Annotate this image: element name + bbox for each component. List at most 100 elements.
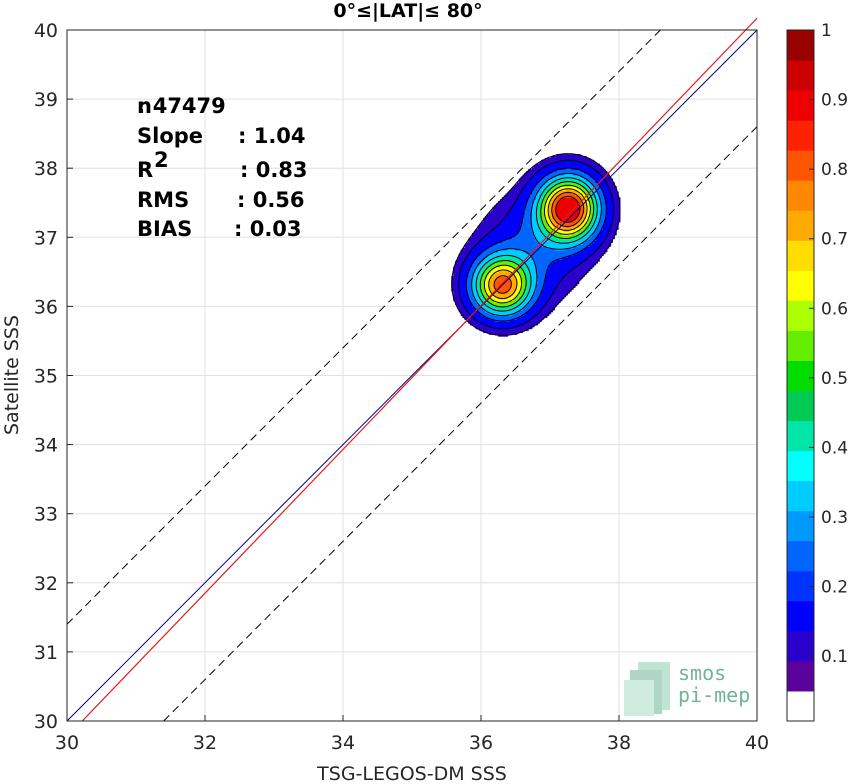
density-cell bbox=[466, 315, 469, 318]
density-cell bbox=[548, 231, 552, 234]
density-cell bbox=[503, 257, 507, 260]
density-cell bbox=[513, 186, 516, 189]
density-cell bbox=[554, 251, 557, 255]
density-cell bbox=[529, 246, 533, 249]
density-cell bbox=[567, 234, 570, 238]
density-cell bbox=[563, 261, 567, 264]
density-cell bbox=[610, 231, 613, 234]
density-cell bbox=[524, 289, 527, 292]
density-cell bbox=[501, 294, 505, 298]
density-cell bbox=[561, 195, 565, 198]
density-cell bbox=[515, 187, 518, 191]
density-cell bbox=[518, 270, 522, 273]
density-cell bbox=[608, 195, 612, 198]
density-cell bbox=[500, 221, 503, 225]
density-cell bbox=[604, 225, 608, 228]
density-cell bbox=[485, 326, 488, 330]
density-cell bbox=[584, 244, 587, 247]
density-cell bbox=[529, 197, 533, 200]
density-cell bbox=[501, 285, 505, 288]
density-cell bbox=[479, 300, 482, 303]
density-cell bbox=[509, 324, 512, 328]
density-cell bbox=[539, 270, 542, 273]
density-cell bbox=[520, 311, 524, 315]
density-cell bbox=[614, 227, 617, 230]
density-cell bbox=[541, 255, 544, 258]
density-cell bbox=[563, 204, 567, 208]
density-cell bbox=[501, 223, 505, 227]
density-cell bbox=[524, 242, 527, 245]
density-cell bbox=[589, 216, 593, 219]
density-cell bbox=[505, 193, 509, 197]
density-cell bbox=[509, 244, 512, 247]
density-cell bbox=[460, 304, 464, 307]
density-cell bbox=[485, 229, 488, 232]
density-cell bbox=[544, 242, 548, 245]
density-cell bbox=[591, 197, 595, 200]
density-cell bbox=[569, 217, 572, 221]
density-cell bbox=[539, 193, 542, 197]
density-cell bbox=[524, 191, 527, 195]
density-cell bbox=[500, 281, 503, 285]
density-cell bbox=[509, 257, 512, 260]
density-cell bbox=[543, 262, 546, 266]
density-cell bbox=[475, 238, 479, 242]
density-cell bbox=[494, 306, 497, 309]
density-cell bbox=[456, 268, 460, 272]
density-cell bbox=[548, 298, 552, 302]
density-cell bbox=[535, 236, 539, 240]
density-cell bbox=[492, 212, 496, 215]
density-cell bbox=[496, 268, 499, 272]
density-cell bbox=[522, 309, 525, 313]
density-cell bbox=[496, 307, 499, 311]
density-cell bbox=[477, 244, 481, 247]
density-cell bbox=[597, 227, 600, 230]
density-cell bbox=[571, 277, 574, 281]
density-cell bbox=[554, 189, 557, 193]
density-cell bbox=[565, 191, 569, 195]
density-cell bbox=[552, 219, 555, 223]
density-cell bbox=[543, 227, 546, 230]
density-cell bbox=[539, 236, 542, 240]
density-cell bbox=[494, 223, 497, 227]
density-cell bbox=[591, 232, 595, 236]
density-cell bbox=[554, 272, 557, 275]
density-cell bbox=[498, 223, 501, 227]
density-cell bbox=[528, 287, 531, 290]
density-cell bbox=[569, 276, 572, 279]
density-cell bbox=[483, 240, 486, 243]
density-cell bbox=[462, 279, 466, 283]
density-cell bbox=[526, 266, 529, 270]
density-cell bbox=[559, 270, 563, 273]
density-cell bbox=[524, 291, 527, 294]
density-cell bbox=[561, 240, 565, 243]
density-cell bbox=[558, 234, 561, 238]
density-cell bbox=[606, 197, 610, 200]
density-cell bbox=[569, 186, 572, 189]
density-cell bbox=[539, 255, 542, 258]
density-cell bbox=[589, 212, 593, 215]
density-cell bbox=[541, 232, 544, 236]
density-cell bbox=[468, 311, 471, 315]
density-cell bbox=[548, 227, 552, 230]
density-cell bbox=[516, 219, 520, 223]
density-cell bbox=[471, 244, 475, 247]
density-cell bbox=[589, 208, 593, 212]
density-cell bbox=[574, 266, 578, 270]
density-cell bbox=[522, 187, 525, 191]
density-cell bbox=[494, 272, 497, 275]
density-cell bbox=[500, 294, 503, 298]
density-cell bbox=[485, 251, 488, 255]
density-cell bbox=[535, 247, 539, 251]
density-cell bbox=[518, 259, 522, 262]
density-cell bbox=[507, 279, 510, 283]
density-cell bbox=[511, 315, 514, 318]
density-cell bbox=[535, 300, 539, 303]
density-cell bbox=[485, 236, 488, 240]
density-cell bbox=[591, 253, 595, 257]
density-cell bbox=[541, 186, 544, 189]
density-cell bbox=[481, 242, 484, 245]
density-cell bbox=[546, 214, 550, 217]
density-cell bbox=[462, 249, 466, 253]
density-cell bbox=[509, 296, 512, 300]
